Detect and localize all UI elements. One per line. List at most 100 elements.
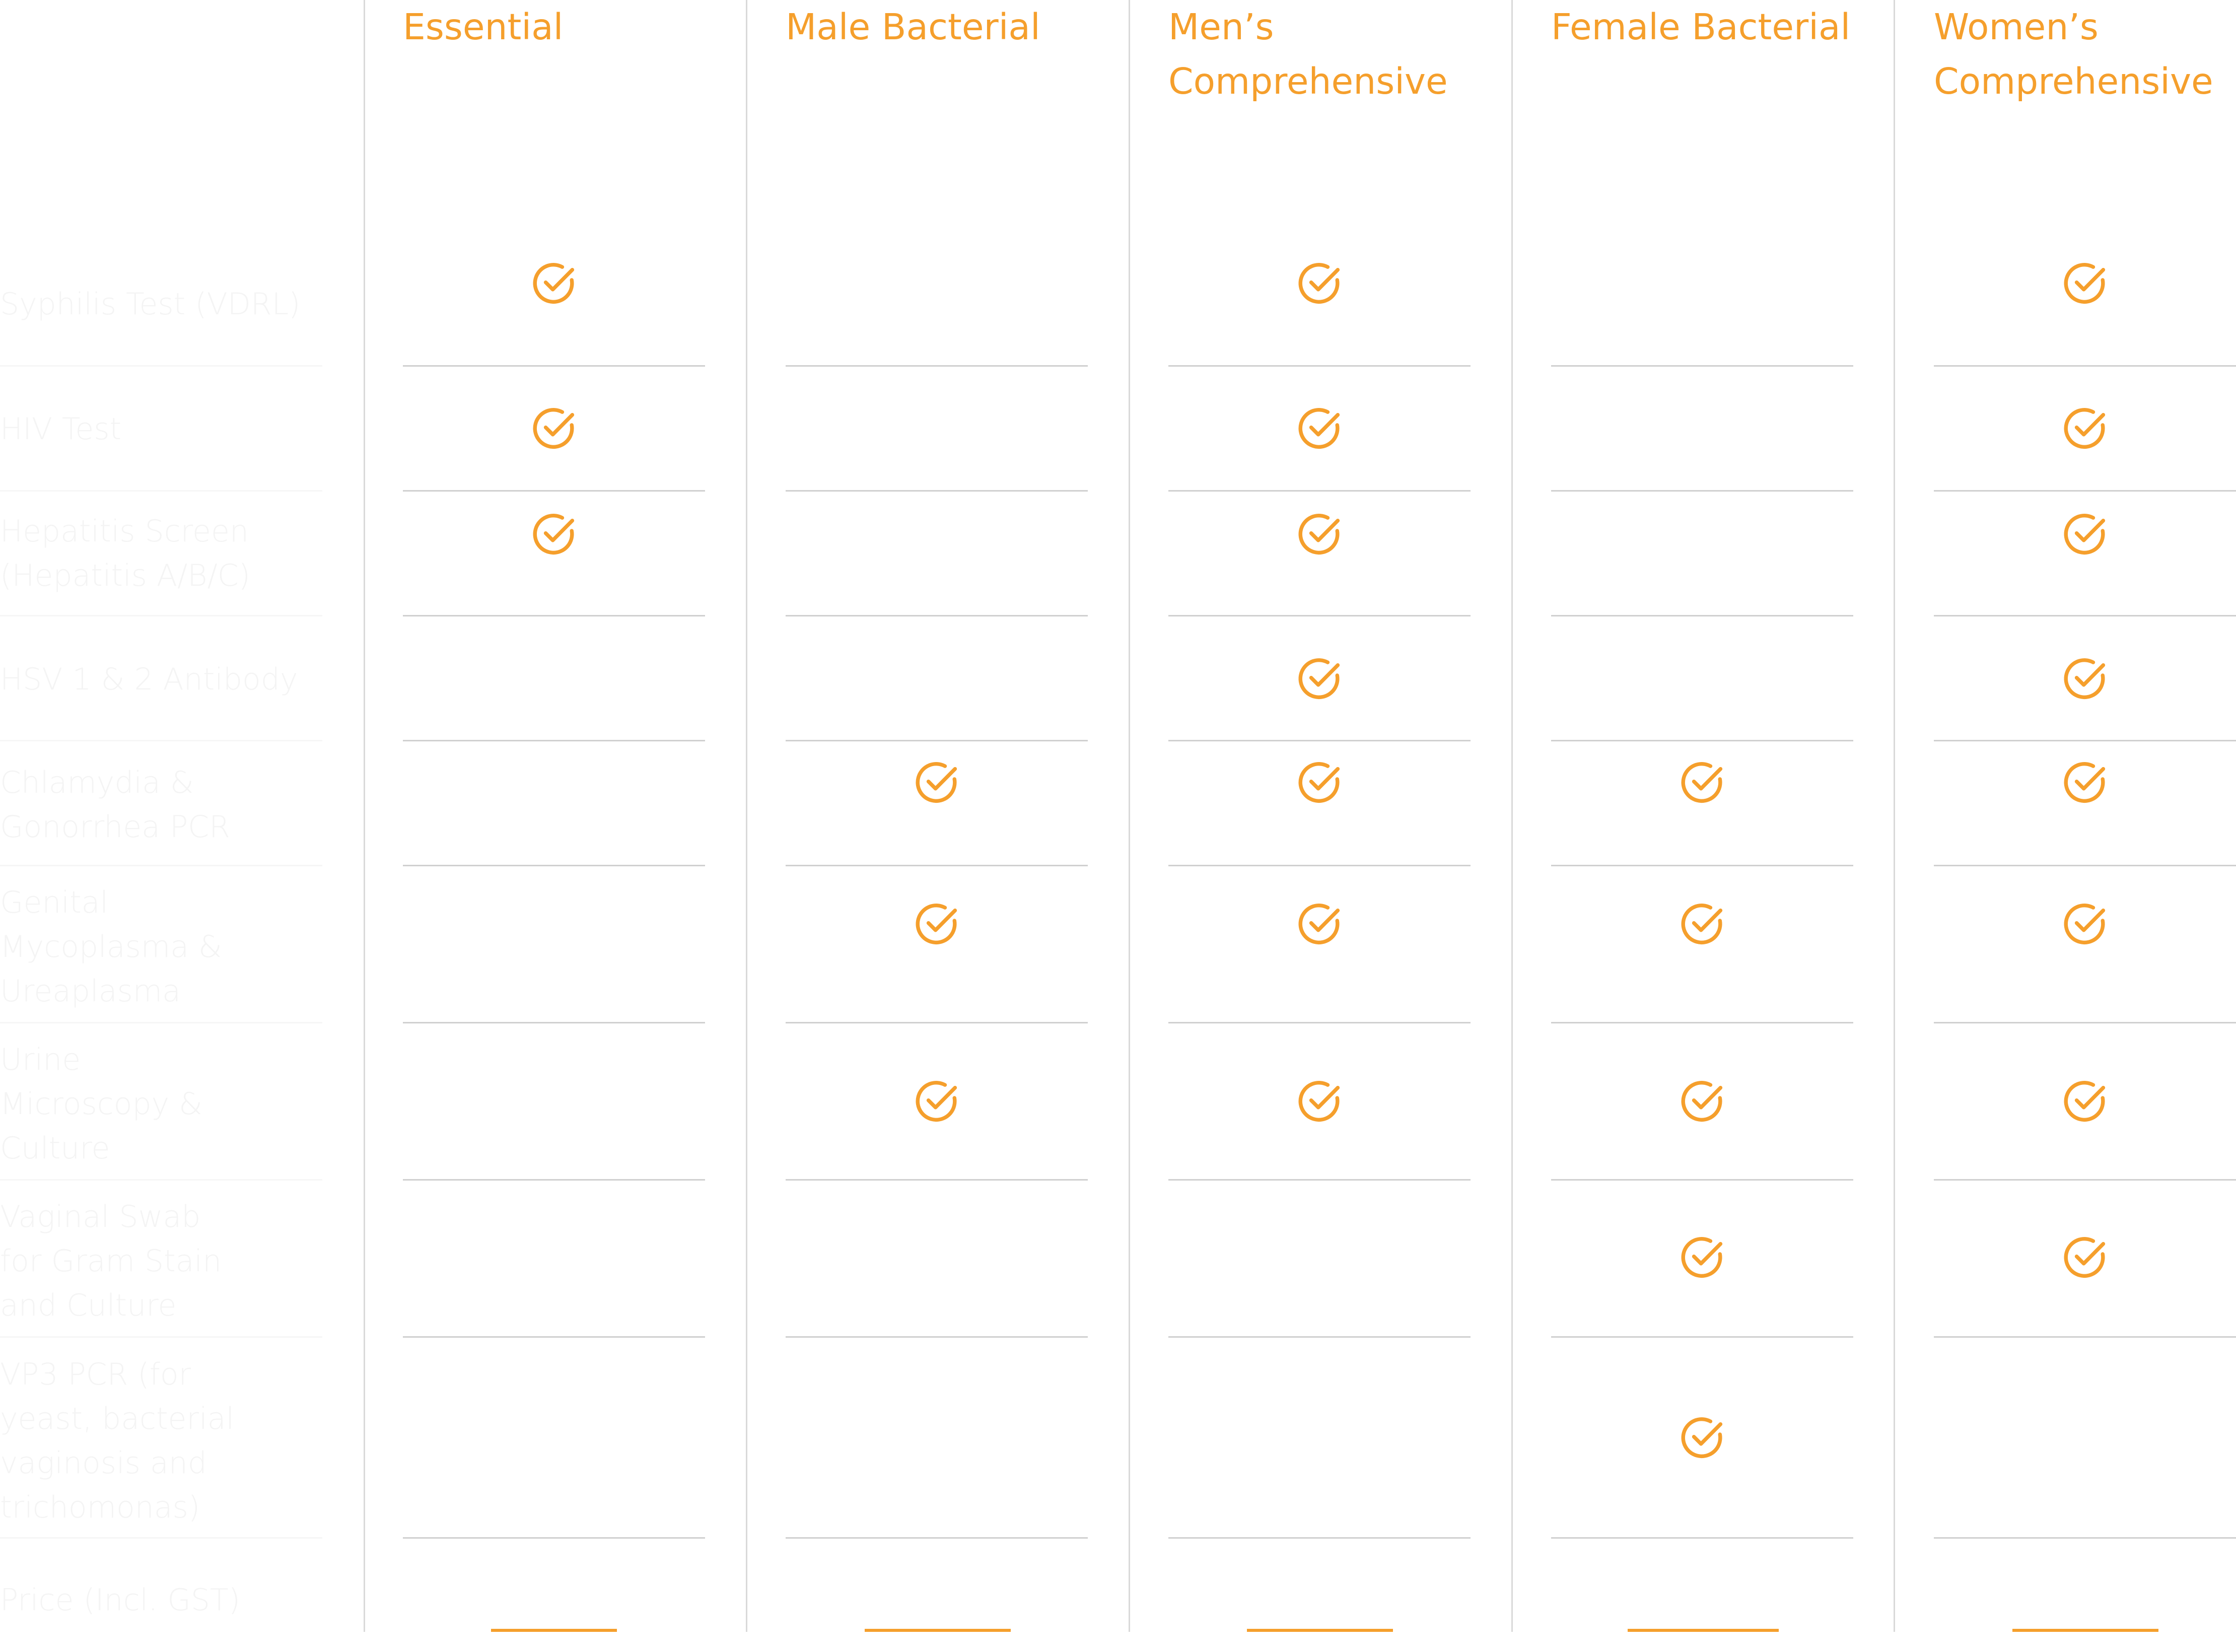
row-divider (1551, 1022, 1853, 1023)
row-divider (1168, 365, 1471, 367)
row-divider (403, 1336, 705, 1338)
row-divider (1168, 865, 1471, 866)
row-divider (1934, 1537, 2236, 1539)
check-circle-icon (916, 1081, 957, 1122)
row-label: HIV Test (0, 411, 122, 447)
check-circle-icon (2064, 762, 2106, 803)
row-divider (1551, 490, 1853, 492)
row-divider (1934, 615, 2236, 616)
row-divider (1168, 615, 1471, 616)
row-divider (786, 740, 1088, 741)
row-divider (403, 615, 705, 616)
check-circle-icon (1298, 762, 1340, 803)
row-divider (1168, 490, 1471, 492)
price-button[interactable] (491, 1629, 617, 1632)
row-divider (786, 1022, 1088, 1023)
row-divider (403, 1179, 705, 1181)
check-circle-icon (533, 408, 575, 449)
column-header: Men’s Comprehensive (1168, 6, 1448, 102)
check-circle-icon (1298, 514, 1340, 555)
row-divider (1168, 1336, 1471, 1338)
row-label: Chlamydia & Gonorrhea PCR (0, 765, 230, 845)
price-button[interactable] (865, 1629, 1011, 1632)
row-divider (1934, 365, 2236, 367)
row-label: HSV 1 & 2 Antibody (0, 662, 298, 697)
column-header: Female Bacterial (1551, 6, 1851, 48)
check-circle-icon (533, 514, 575, 555)
check-circle-icon (1681, 762, 1723, 803)
row-label: Vaginal Swab for Gram Stain and Culture (0, 1199, 222, 1323)
price-button[interactable] (2012, 1629, 2158, 1632)
check-circle-icon (1681, 1081, 1723, 1122)
row-divider (786, 1537, 1088, 1539)
row-divider (403, 1537, 705, 1539)
check-circle-icon (1681, 1417, 1723, 1459)
row-divider (1168, 1179, 1471, 1181)
check-circle-icon (1298, 263, 1340, 304)
price-label: Price (Incl. GST) (0, 1582, 241, 1618)
price-button[interactable] (1247, 1629, 1393, 1632)
row-divider (1168, 1537, 1471, 1539)
row-divider (1551, 740, 1853, 741)
row-label: Syphilis Test (VDRL) (0, 287, 301, 322)
row-divider (1168, 1022, 1471, 1023)
row-label-separator (0, 740, 322, 741)
check-circle-icon (1298, 1081, 1340, 1122)
row-divider (1934, 1179, 2236, 1181)
row-label: VP3 PCR (for yeast, bacterial vaginosis … (0, 1357, 235, 1525)
check-circle-icon (2064, 1237, 2106, 1278)
row-label: Hepatitis Screen (Hepatitis A/B/C) (0, 514, 251, 593)
row-divider (786, 490, 1088, 492)
check-circle-icon (1681, 904, 1723, 945)
row-label: Urine Microscopy & Culture (0, 1042, 202, 1166)
row-label-separator (0, 865, 322, 866)
check-circle-icon (1298, 408, 1340, 449)
check-circle-icon (2064, 1081, 2106, 1122)
column-header: Essential (403, 6, 564, 48)
row-divider (1934, 490, 2236, 492)
row-divider (786, 1336, 1088, 1338)
check-circle-icon (2064, 263, 2106, 304)
check-circle-icon (2064, 408, 2106, 449)
column-divider (364, 0, 365, 1632)
row-label-separator (0, 1022, 322, 1023)
row-divider (1551, 865, 1853, 866)
row-label-separator (0, 1179, 322, 1181)
row-divider (403, 740, 705, 741)
column-divider (1511, 0, 1513, 1632)
row-divider (403, 1022, 705, 1023)
row-divider (1934, 1022, 2236, 1023)
check-circle-icon (1298, 658, 1340, 700)
row-label: Genital Mycoplasma & Ureaplasma (0, 885, 222, 1009)
row-divider (786, 1179, 1088, 1181)
check-circle-icon (916, 762, 957, 803)
row-divider (1551, 1336, 1853, 1338)
row-divider (786, 865, 1088, 866)
column-header: Male Bacterial (786, 6, 1040, 48)
check-circle-icon (1298, 904, 1340, 945)
row-divider (1934, 740, 2236, 741)
row-divider (1551, 1179, 1853, 1181)
row-divider (1934, 1336, 2236, 1338)
row-label-separator (0, 615, 322, 616)
row-divider (786, 615, 1088, 616)
row-label-separator (0, 365, 322, 367)
row-divider (1168, 740, 1471, 741)
check-circle-icon (533, 263, 575, 304)
row-label-separator (0, 490, 322, 492)
column-divider (1894, 0, 1895, 1632)
check-circle-icon (916, 904, 957, 945)
row-divider (403, 865, 705, 866)
price-button[interactable] (1628, 1629, 1779, 1632)
column-divider (1129, 0, 1130, 1632)
check-circle-icon (2064, 904, 2106, 945)
row-divider (1934, 865, 2236, 866)
row-divider (403, 490, 705, 492)
check-circle-icon (2064, 514, 2106, 555)
column-header: Women’s Comprehensive (1934, 6, 2213, 102)
row-label-separator (0, 1537, 322, 1539)
row-divider (1551, 615, 1853, 616)
row-divider (403, 365, 705, 367)
row-label-separator (0, 1336, 322, 1338)
